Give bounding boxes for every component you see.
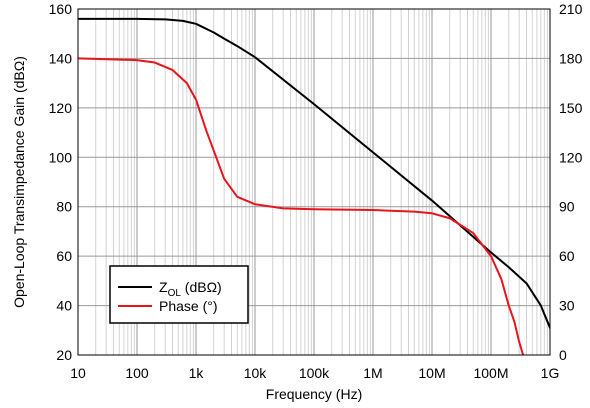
y2-tick-label: 90 <box>559 199 575 215</box>
x-tick-label: 1M <box>363 365 382 381</box>
y2-tick-label: 60 <box>559 248 575 264</box>
x-tick-label: 10M <box>418 365 445 381</box>
legend-label: ZOL (dBΩ) <box>159 279 222 299</box>
y2-tick-label: 0 <box>559 347 567 363</box>
x-tick-label: 1k <box>189 365 205 381</box>
x-tick-label: 10k <box>244 365 268 381</box>
plot-frame <box>77 8 551 356</box>
x-tick-label: 100 <box>125 365 149 381</box>
x-tick-label: 10 <box>70 365 86 381</box>
y-tick-label: 40 <box>56 298 72 314</box>
y2-tick-label: 180 <box>559 50 583 66</box>
legend: ZOL (dBΩ)Phase (°) <box>109 265 249 324</box>
y-axis-title: Open-Loop Transimpedance Gain (dBΩ) <box>11 56 27 308</box>
legend-label: Phase (°) <box>159 298 218 314</box>
y-tick-label: 60 <box>56 248 72 264</box>
x-axis-title: Frequency (Hz) <box>266 386 362 402</box>
y-tick-label: 140 <box>49 50 73 66</box>
y-tick-label: 100 <box>49 149 73 165</box>
series-group <box>78 17 550 355</box>
y-tick-label: 80 <box>56 199 72 215</box>
y2-tick-label: 120 <box>559 149 583 165</box>
series-line-zol <box>78 17 550 329</box>
y2-tick-label: 150 <box>559 100 583 116</box>
y-tick-label: 160 <box>49 1 73 17</box>
x-tick-label: 100k <box>299 365 330 381</box>
y-tick-label: 20 <box>56 347 72 363</box>
y-tick-label: 120 <box>49 100 73 116</box>
y2-tick-label: 210 <box>559 1 583 17</box>
y2-tick-label: 30 <box>559 298 575 314</box>
series-line-phase <box>78 57 525 355</box>
x-tick-label: 100M <box>473 365 508 381</box>
x-tick-label: 1G <box>541 365 560 381</box>
legend-box <box>109 265 249 324</box>
